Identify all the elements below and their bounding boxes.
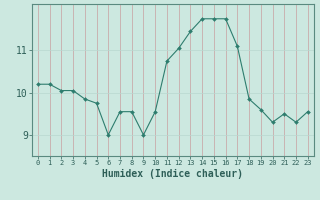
X-axis label: Humidex (Indice chaleur): Humidex (Indice chaleur) xyxy=(102,169,243,179)
